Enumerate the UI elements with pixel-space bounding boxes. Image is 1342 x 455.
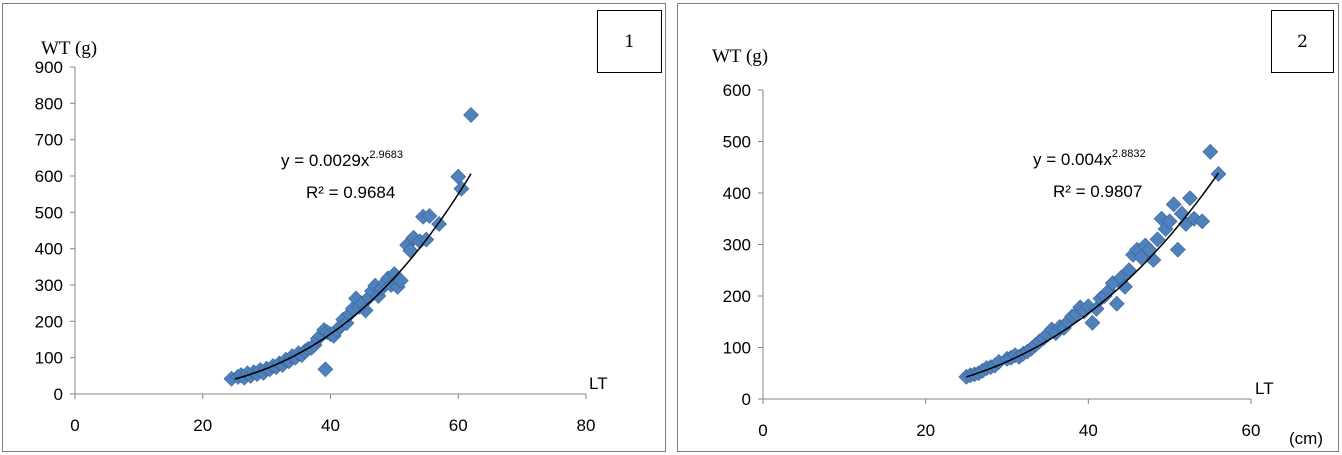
x-axis-label: LT xyxy=(589,374,608,393)
data-point xyxy=(1161,213,1178,230)
y-tick-label: 700 xyxy=(35,131,63,150)
panel-number-box: 1 xyxy=(597,10,662,73)
y-tick-label: 600 xyxy=(723,81,751,100)
x-tick-label: 20 xyxy=(916,421,935,440)
y-axis-label: WT (g) xyxy=(712,46,768,67)
y-axis-label-main: WT xyxy=(712,46,742,67)
x-tick-label: 80 xyxy=(577,416,596,435)
y-tick-label: 900 xyxy=(35,58,63,77)
data-point xyxy=(1117,278,1133,295)
y-tick-label: 600 xyxy=(35,167,63,186)
trendline xyxy=(234,173,472,380)
y-axis-label-main: WT xyxy=(41,38,71,59)
y-tick-label: 500 xyxy=(723,133,751,152)
data-points xyxy=(958,143,1227,385)
data-point xyxy=(1108,295,1125,312)
x-tick-label: 20 xyxy=(193,416,212,435)
data-point xyxy=(421,208,438,224)
r-squared-label: R² = 0.9684 xyxy=(306,183,395,202)
equation-exponent: 2.8832 xyxy=(1112,148,1146,160)
data-point xyxy=(450,168,467,185)
x-tick-label: 40 xyxy=(321,416,340,435)
chart-panel-2: 2 0 100 200 300 400 500 600 0 20 40 60 WT (g) LT (cm)… xyxy=(677,3,1339,452)
equation-base: y = 0.004x xyxy=(1033,150,1112,169)
y-tick-label: 200 xyxy=(35,312,63,331)
trendline-equation: y = 0.0029x2.9683 xyxy=(281,149,403,170)
y-axis-label-unit: (g) xyxy=(75,38,97,59)
scatter-chart-1: 0 100 200 300 400 500 600 700 800 900 0 20 40 60 80 WT … xyxy=(35,38,608,435)
chart-panel-1: 1 0 100 200 300 400 500 600 700 800 900 0 20 40 60 80 W… xyxy=(2,3,666,452)
data-point xyxy=(1165,196,1182,213)
equation-base: y = 0.0029x xyxy=(281,151,370,170)
y-tick-label: 500 xyxy=(35,203,63,222)
data-point xyxy=(1202,143,1219,160)
data-point xyxy=(357,302,374,319)
y-tick-label: 100 xyxy=(723,339,751,358)
r-squared-label: R² = 0.9807 xyxy=(1053,182,1142,201)
x-tick-label: 0 xyxy=(70,416,79,435)
x-tick-label: 60 xyxy=(449,416,468,435)
x-axis-label: LT xyxy=(1255,379,1274,398)
y-axis-label-unit: (g) xyxy=(746,46,768,67)
data-point xyxy=(1149,231,1166,248)
y-tick-label: 400 xyxy=(723,184,751,203)
scatter-chart-2: 0 100 200 300 400 500 600 0 20 40 60 WT (g) LT (cm) y … xyxy=(712,46,1323,448)
y-tick-label: 300 xyxy=(35,276,63,295)
data-point xyxy=(1169,241,1186,258)
data-points xyxy=(223,107,479,387)
data-point xyxy=(1084,314,1101,331)
data-point xyxy=(1182,190,1198,207)
data-point xyxy=(1194,213,1211,230)
trendline xyxy=(966,172,1220,378)
y-tick-label: 0 xyxy=(54,385,63,404)
panel-number-box: 2 xyxy=(1271,10,1334,73)
trendline-equation: y = 0.004x2.8832 xyxy=(1033,148,1146,169)
data-point xyxy=(392,272,409,289)
x-tick-label: 60 xyxy=(1242,421,1261,440)
data-point xyxy=(317,361,334,378)
data-point xyxy=(463,107,479,123)
y-tick-label: 400 xyxy=(35,240,63,259)
x-tick-label: 0 xyxy=(758,421,767,440)
x-axis-unit: (cm) xyxy=(1289,429,1323,448)
data-point xyxy=(1145,252,1162,268)
y-tick-label: 300 xyxy=(723,236,751,255)
y-tick-label: 200 xyxy=(723,287,751,306)
equation-exponent: 2.9683 xyxy=(369,149,403,161)
y-axis-label: WT (g) xyxy=(41,38,97,59)
y-tick-label: 800 xyxy=(35,94,63,113)
y-tick-label: 100 xyxy=(35,349,63,368)
data-point xyxy=(1133,249,1150,266)
y-tick-label: 0 xyxy=(742,390,751,409)
x-tick-label: 40 xyxy=(1079,421,1098,440)
